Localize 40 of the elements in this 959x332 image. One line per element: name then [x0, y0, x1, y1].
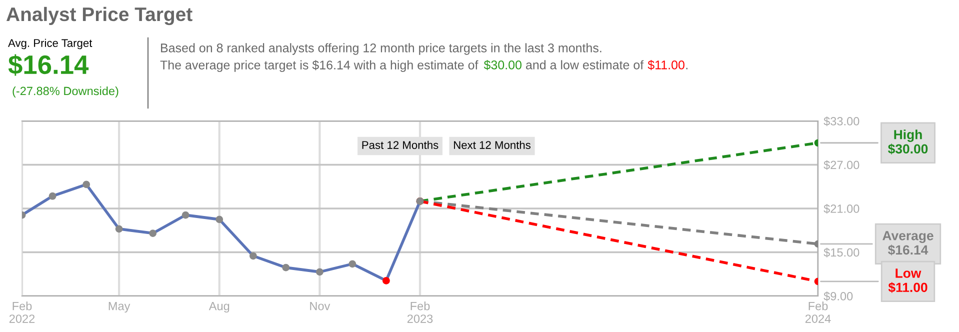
text: $30.00: [484, 60, 522, 70]
x-tick-label: Feb 2024: [805, 302, 831, 323]
point: [115, 225, 123, 233]
text: High: [894, 130, 922, 142]
x-tick-label: Feb 2023: [407, 302, 433, 323]
point: [348, 260, 356, 268]
text: and a low estimate of: [526, 60, 644, 70]
point: [48, 192, 56, 200]
point: [149, 230, 157, 237]
text: (-27.88% Downside): [12, 86, 118, 98]
y-tick-label: $33.00: [824, 116, 860, 126]
annotation: Next 12 Months: [454, 140, 531, 149]
point: [82, 180, 90, 188]
text: $11.00: [648, 60, 684, 70]
x-tick-label: May: [108, 302, 130, 313]
x-tick-label: Nov: [310, 302, 330, 310]
text: Avg. Price Target: [8, 38, 92, 50]
y-tick-label: $15.00: [824, 248, 860, 258]
point: [182, 211, 190, 219]
data-label: $30.00: [888, 144, 928, 154]
text: The average price target is $16.14 with a high estimate of: [160, 60, 478, 72]
x-tick-label: Feb 2022: [9, 302, 35, 323]
y-tick-label: $21.00: [824, 204, 860, 214]
point: [216, 216, 224, 224]
x-tick-label: Aug: [208, 302, 230, 313]
text: Average: [882, 231, 934, 243]
y-tick-label: $27.00: [824, 160, 860, 170]
point: [316, 268, 324, 276]
text: Based on 8 ranked analysts offering 12 month price targets in the last 3 months.: [161, 43, 602, 55]
data-label: $16.14: [888, 244, 928, 256]
text: .: [686, 68, 688, 70]
point: [382, 277, 390, 284]
text: Low: [896, 268, 922, 278]
annotation: Past 12 Months: [362, 140, 438, 149]
text: $16.14: [8, 54, 89, 76]
chart-title: Analyst Price Target: [6, 6, 192, 26]
data-label: $11.00: [888, 282, 928, 293]
point: [249, 252, 257, 260]
y-tick-label: $9.00: [824, 292, 853, 302]
point: [282, 264, 290, 272]
